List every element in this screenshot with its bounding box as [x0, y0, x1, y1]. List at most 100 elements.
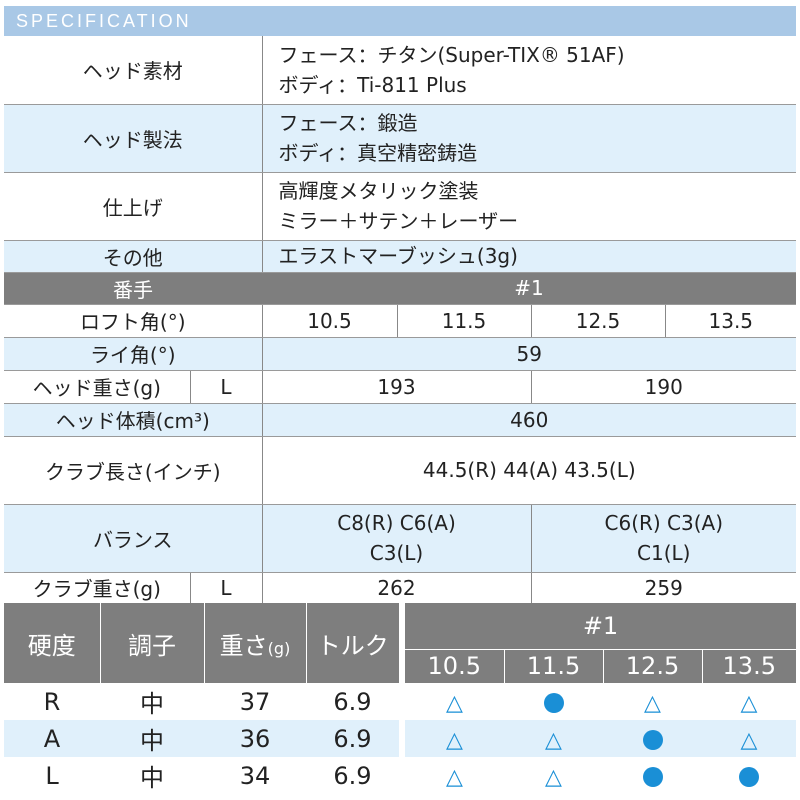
finish-line2: ミラー＋サテン＋レーザー [278, 209, 519, 233]
head-weight-sub: L [189, 370, 262, 404]
head-material-line1: フェース：チタン(Super-TIX® 51AF) [278, 42, 625, 67]
loft-value: 11.5 [396, 304, 531, 338]
loft-header: 11.5 [504, 648, 604, 683]
triangle-icon: △ [446, 690, 463, 716]
triangle-icon: △ [446, 727, 463, 753]
club-weight-sub: L [189, 572, 262, 604]
header-torque: トルク [306, 603, 402, 683]
head-volume-value: 460 [261, 403, 797, 437]
row-lie: ライ角(°) 59 [4, 337, 797, 371]
head-weight-value: 190 [530, 370, 797, 404]
head-method-line2: ボディ：真空精密鋳造 [278, 141, 478, 165]
mark-cell: △ [399, 683, 504, 720]
loft-value: 10.5 [261, 304, 397, 338]
mark-cell: △ [399, 757, 504, 794]
filled-circle-icon [642, 729, 663, 750]
label-finish: 仕上げ [4, 172, 262, 241]
loft-header: 13.5 [702, 648, 797, 683]
spec-table: ヘッド素材 フェース：チタン(Super-TIX® 51AF) ボディ：Ti-8… [4, 36, 797, 604]
triangle-icon: △ [740, 727, 758, 753]
triangle-icon: △ [446, 764, 463, 790]
loft-header: 10.5 [399, 648, 505, 683]
torque-cell: 6.9 [306, 683, 402, 720]
mark-cell [702, 757, 797, 794]
header-hardness: 硬度 [4, 603, 101, 683]
other-value: エラストマーブッシュ(3g) [261, 240, 797, 273]
balance-left-line1: C8(R) C6(A) [337, 511, 456, 535]
club-weight-value: 259 [530, 572, 797, 604]
tone-cell: 中 [100, 720, 204, 757]
mark-cell [603, 720, 702, 757]
head-method-line1: フェース：鍛造 [278, 111, 418, 135]
header-weight-unit: (g) [267, 638, 291, 658]
header-weight-label: 重さ [219, 631, 268, 660]
mark-cell [603, 757, 702, 794]
mark-cell: △ [603, 683, 702, 720]
row-loft: ロフト角(°) 10.5 11.5 12.5 13.5 [4, 304, 797, 338]
balance-right-line2: C1(L) [637, 541, 691, 565]
weight-cell: 36 [204, 720, 306, 757]
flex-cell: A [4, 720, 100, 757]
label-head-weight: ヘッド重さ(g) [4, 370, 190, 404]
label-balance: バランス [4, 504, 262, 573]
section-title: SPECIFICATION [4, 6, 796, 36]
mark-cell: △ [702, 683, 797, 720]
label-club-length: クラブ長さ(インチ) [4, 436, 262, 505]
row-finish: 仕上げ 高輝度メタリック塗装 ミラー＋サテン＋レーザー [4, 172, 797, 241]
torque-cell: 6.9 [306, 757, 402, 794]
triangle-icon: △ [740, 690, 758, 716]
mark-cell: △ [504, 720, 603, 757]
row-number: 番手 #1 [4, 272, 797, 305]
number-value: #1 [262, 272, 797, 305]
triangle-icon: △ [644, 690, 661, 716]
label-loft: ロフト角(°) [4, 304, 262, 338]
finish-line1: 高輝度メタリック塗装 [278, 179, 479, 203]
label-head-material: ヘッド素材 [4, 36, 262, 105]
weight-cell: 37 [204, 683, 306, 720]
weight-cell: 34 [204, 757, 306, 794]
mark-cell: △ [504, 757, 603, 794]
row-head-weight: ヘッド重さ(g) L 193 190 [4, 370, 797, 404]
club-weight-value: 262 [261, 572, 531, 604]
filled-circle-icon [642, 766, 663, 787]
flex-cell: R [4, 683, 100, 720]
label-club-weight: クラブ重さ(g) [4, 572, 190, 604]
club-length-value: 44.5(R) 44(A) 43.5(L) [261, 436, 797, 505]
balance-right-line1: C6(R) C3(A) [604, 511, 724, 535]
torque-cell: 6.9 [306, 720, 402, 757]
label-head-method: ヘッド製法 [4, 104, 262, 173]
mark-cell [504, 683, 603, 720]
triangle-icon: △ [545, 727, 562, 753]
row-club-weight: クラブ重さ(g) L 262 259 [4, 572, 797, 604]
loft-header: 12.5 [603, 648, 703, 683]
triangle-icon: △ [545, 764, 562, 790]
row-other: その他 エラストマーブッシュ(3g) [4, 240, 797, 273]
label-number: 番手 [4, 272, 262, 305]
flex-row: L 中 34 6.9 △ △ [4, 757, 797, 794]
flex-table: 硬度 調子 重さ(g) トルク #1 10.5 11.5 12.5 13.5 R… [4, 603, 797, 794]
lie-value: 59 [261, 337, 797, 371]
flex-cell: L [4, 757, 100, 794]
row-head-volume: ヘッド体積(cm³) 460 [4, 403, 797, 437]
row-balance: バランス C8(R) C6(A) C3(L) C6(R) C3(A) C1(L) [4, 504, 797, 573]
head-weight-value: 193 [261, 370, 531, 404]
label-lie: ライ角(°) [4, 337, 262, 371]
row-head-method: ヘッド製法 フェース：鍛造 ボディ：真空精密鋳造 [4, 104, 797, 173]
header-weight: 重さ(g) [204, 603, 307, 683]
flex-row: R 中 37 6.9 △ △ △ [4, 683, 797, 720]
header-number: #1 [398, 603, 797, 649]
filled-circle-icon [739, 766, 759, 787]
balance-left-line2: C3(L) [369, 541, 424, 565]
label-other: その他 [4, 240, 262, 273]
mark-cell: △ [399, 720, 504, 757]
flex-loft-row: 10.5 11.5 12.5 13.5 [4, 648, 797, 683]
head-material-line2: ボディ：Ti-811 Plus [278, 72, 467, 97]
flex-header-row: 硬度 調子 重さ(g) トルク #1 [4, 603, 797, 683]
tone-cell: 中 [100, 757, 204, 794]
loft-value: 12.5 [530, 304, 665, 338]
loft-value: 13.5 [664, 304, 797, 338]
row-club-length: クラブ長さ(インチ) 44.5(R) 44(A) 43.5(L) [4, 436, 797, 505]
flex-row: A 中 36 6.9 △ △ △ [4, 720, 797, 757]
label-head-volume: ヘッド体積(cm³) [4, 403, 262, 437]
